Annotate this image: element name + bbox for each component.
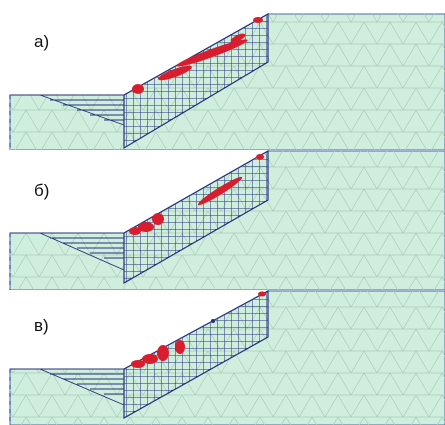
- panel-label-b: б): [34, 181, 50, 200]
- toe-layers: [10, 232, 125, 271]
- slope-model-c: [9, 289, 445, 425]
- slope-model-a: [9, 12, 445, 150]
- panel-label-a: а): [34, 32, 50, 51]
- damage-zones: [129, 154, 264, 235]
- damage-zones: [132, 17, 263, 94]
- panel-c: в): [0, 285, 445, 425]
- panel-a: а): [0, 0, 445, 150]
- slope-model-b: [9, 149, 445, 290]
- damage-zones: [131, 291, 266, 368]
- panel-label-c: в): [34, 316, 49, 335]
- toe-layers: [10, 94, 125, 126]
- toe-layers: [10, 368, 125, 406]
- reinforced-grid: [123, 289, 269, 420]
- panel-b: б): [0, 145, 445, 290]
